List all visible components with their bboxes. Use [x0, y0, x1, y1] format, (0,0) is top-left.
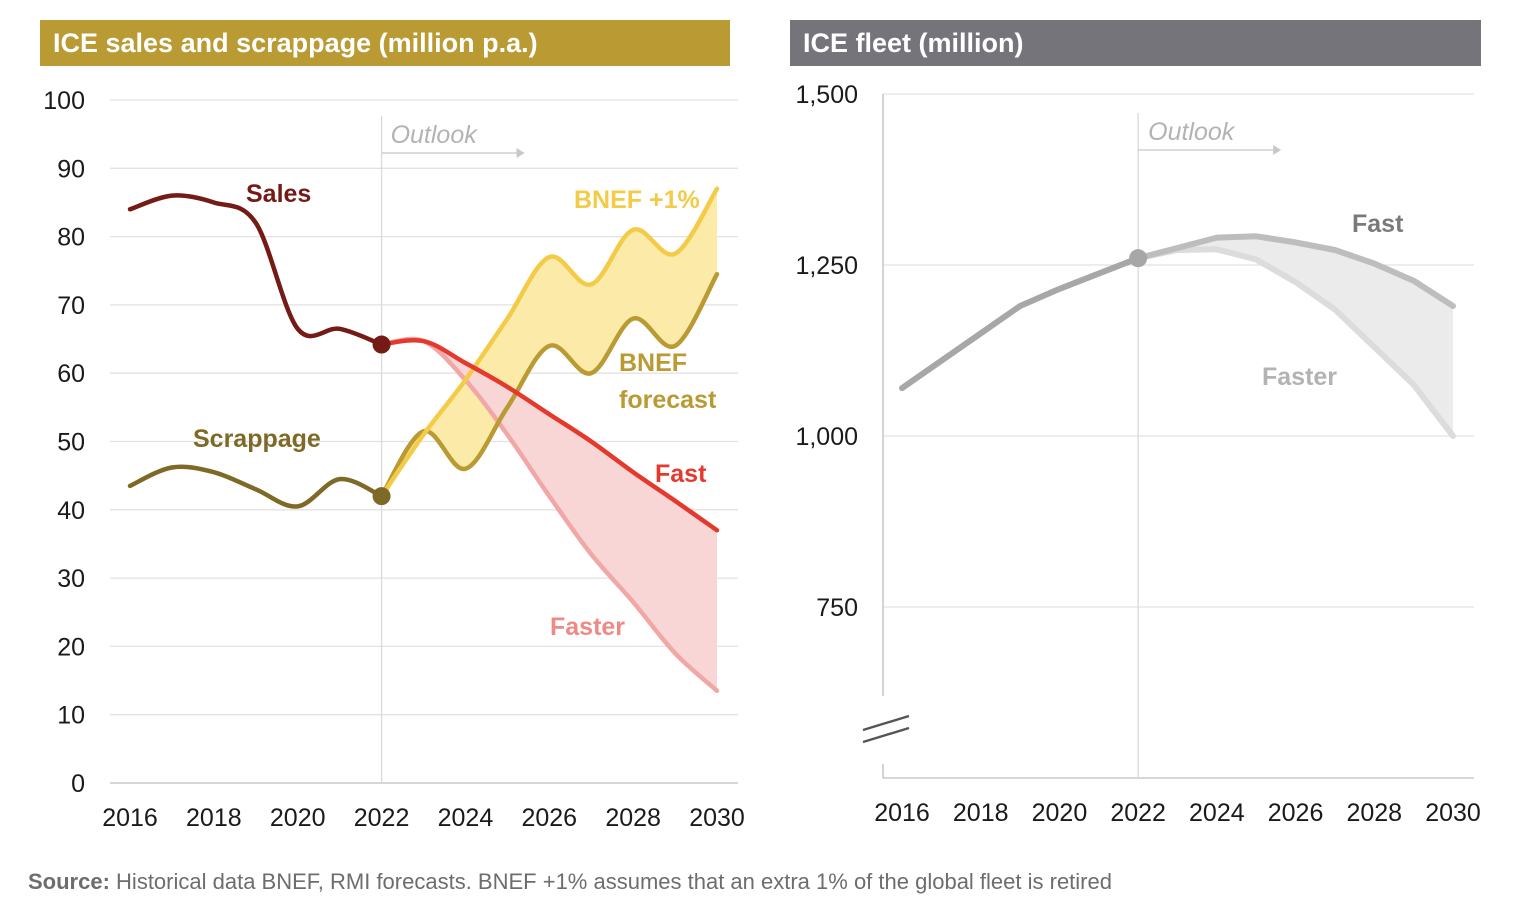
right-x-tick-label: 2026 [1268, 799, 1324, 827]
legend-label-bnef-forecast-line2: forecast [619, 386, 717, 414]
legend-label-sales: Sales [246, 180, 311, 208]
right-chart: 750 1,000 1,250 1,500 2016 2018 2020 2022 2024 20… [795, 81, 1480, 827]
right-y-tick-label: 1,000 [795, 423, 858, 451]
fleet-line-history [899, 255, 1142, 392]
series-line-bnef-1 [379, 186, 720, 499]
series-line-sales [127, 193, 384, 347]
left-y-tick-label: 80 [57, 224, 85, 252]
left-x-tick-label: 2030 [689, 804, 745, 832]
legend-label-bnef-plus1: BNEF +1% [574, 186, 700, 214]
band-fleet-fast-faster [1138, 236, 1453, 436]
left-panel-title: ICE sales and scrappage (million p.a.) [40, 20, 730, 66]
right-panel-title: ICE fleet (million) [790, 20, 1481, 66]
fleet-2022-point [1129, 249, 1148, 268]
right-x-tick-label: 2024 [1189, 799, 1245, 827]
left-y-tick-label: 10 [57, 702, 85, 730]
left-y-tick-label: 90 [57, 155, 85, 183]
left-x-tick-label: 2018 [186, 804, 242, 832]
right-outlook-label: Outlook [1148, 118, 1236, 146]
left-x-tick-label: 2016 [102, 804, 158, 832]
fleet-label-fast: Fast [1352, 210, 1404, 238]
right-x-tick-label: 2022 [1110, 799, 1166, 827]
right-y-tick-label: 1,250 [795, 252, 858, 280]
source-text: Historical data BNEF, RMI forecasts. BNE… [116, 869, 1112, 894]
left-y-tick-label: 20 [57, 633, 85, 661]
scrappage-2022-point [372, 487, 391, 506]
axis-break-mark-2 [862, 726, 910, 744]
left-x-tick-label: 2020 [270, 804, 326, 832]
left-x-tick-label: 2028 [605, 804, 661, 832]
left-outlook-arrow-head [516, 148, 525, 158]
right-y-tick-label: 750 [816, 594, 858, 622]
sales-2022-point [372, 335, 391, 354]
legend-label-scrappage: Scrappage [193, 425, 321, 453]
right-y-tick-label: 1,500 [795, 81, 858, 109]
left-y-tick-label: 100 [43, 87, 85, 115]
left-x-tick-label: 2026 [521, 804, 577, 832]
series-line-scrappage [127, 464, 384, 509]
series-line-fast [379, 337, 720, 533]
left-x-tick-label: 2022 [354, 804, 410, 832]
source-note: Source: Historical data BNEF, RMI foreca… [28, 869, 1112, 895]
right-x-tick-label: 2028 [1346, 799, 1402, 827]
left-y-tick-label: 60 [57, 360, 85, 388]
band-bnef-1-bnef-forecast [381, 188, 717, 497]
right-outlook-arrow-head [1273, 145, 1282, 155]
fleet-line-fast [1135, 233, 1456, 309]
left-y-tick-label: 70 [57, 292, 85, 320]
left-y-tick-label: 40 [57, 497, 85, 525]
legend-label-bnef-forecast-line1: BNEF [619, 349, 687, 377]
series-line-faster [379, 336, 720, 694]
band-fast-faster [381, 339, 717, 691]
left-y-tick-label: 0 [71, 770, 85, 798]
right-x-tick-label: 2016 [874, 799, 930, 827]
left-y-tick-label: 50 [57, 429, 85, 457]
right-x-tick-label: 2030 [1425, 799, 1481, 827]
left-outlook-label: Outlook [391, 121, 479, 149]
source-label: Source: [28, 869, 110, 894]
left-x-tick-label: 2024 [438, 804, 494, 832]
series-line-bnef-forecast [379, 271, 720, 499]
fleet-line-faster [1135, 246, 1456, 439]
axis-break-mark-1 [862, 714, 910, 732]
right-x-tick-label: 2020 [1032, 799, 1088, 827]
legend-label-faster: Faster [550, 613, 625, 641]
legend-label-fast: Fast [655, 460, 707, 488]
right-x-tick-label: 2018 [953, 799, 1009, 827]
left-y-tick-label: 30 [57, 565, 85, 593]
fleet-label-faster: Faster [1262, 363, 1337, 391]
